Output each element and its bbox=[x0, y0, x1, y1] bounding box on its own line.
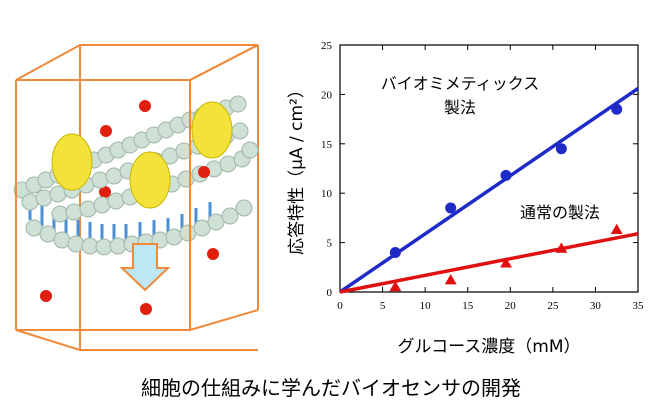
data-point-circle bbox=[445, 202, 457, 214]
analyte-spheres-back bbox=[99, 100, 151, 198]
data-point-circle bbox=[389, 246, 401, 258]
figure-caption: 細胞の仕組みに学んだバイオセンサの開発 bbox=[141, 376, 521, 400]
plot-frame bbox=[339, 44, 639, 293]
x-tick-label: 35 bbox=[633, 300, 645, 312]
x-tick-label: 5 bbox=[380, 300, 386, 312]
flow-arrow bbox=[119, 243, 171, 292]
fit-line-series-1 bbox=[339, 231, 639, 294]
series-label-biomimetic: バイオミメティックス bbox=[381, 74, 540, 93]
y-axis-ticks: 0 5 10 15 20 25 bbox=[321, 40, 638, 299]
y-tick-label: 5 bbox=[327, 238, 333, 250]
y-tick-label: 0 bbox=[327, 287, 333, 299]
y-tick-label: 25 bbox=[321, 40, 333, 52]
x-tick-label: 10 bbox=[420, 300, 432, 312]
series-label-conventional: 通常の製法 bbox=[520, 203, 600, 222]
x-axis-label: グルコース濃度（mM） bbox=[397, 337, 580, 357]
x-tick-label: 20 bbox=[505, 300, 517, 312]
data-point-triangle bbox=[444, 274, 457, 285]
y-tick-label: 20 bbox=[321, 89, 333, 101]
y-axis-label: 応答特性（μA / cm²） bbox=[287, 81, 307, 255]
x-tick-label: 25 bbox=[547, 300, 559, 312]
data-point-circle bbox=[500, 169, 512, 181]
data-markers bbox=[389, 103, 623, 292]
y-tick-label: 15 bbox=[321, 139, 333, 151]
data-point-triangle bbox=[389, 281, 402, 292]
analyte-spheres-front bbox=[40, 166, 219, 315]
data-point-triangle bbox=[555, 242, 568, 253]
box-frame-front bbox=[15, 44, 259, 351]
data-point-circle bbox=[555, 143, 567, 155]
data-point-triangle bbox=[500, 257, 513, 268]
x-tick-label: 30 bbox=[590, 300, 602, 312]
data-point-triangle bbox=[610, 223, 623, 234]
series-label-biomimetic-line2: 製法 bbox=[444, 98, 476, 117]
y-tick-label: 10 bbox=[321, 188, 333, 200]
fit-lines bbox=[339, 87, 639, 294]
enzyme-proteins bbox=[51, 101, 233, 209]
lipid-heads-bottom bbox=[25, 199, 253, 256]
data-point-circle bbox=[611, 103, 623, 115]
x-tick-label: 15 bbox=[462, 300, 474, 312]
x-tick-label: 0 bbox=[337, 300, 343, 312]
fit-line-series-0 bbox=[339, 87, 639, 294]
